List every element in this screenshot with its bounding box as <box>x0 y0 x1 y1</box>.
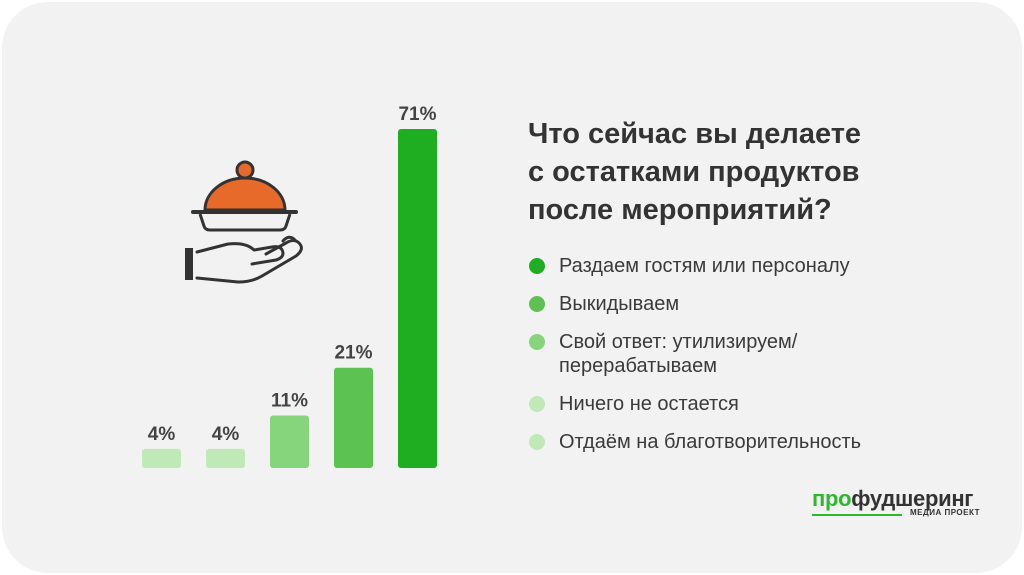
legend-label: Выкидываем <box>559 293 680 315</box>
bar-value-label: 4% <box>212 424 240 445</box>
legend-swatch <box>529 258 545 274</box>
legend-item: Отдаём на благотворительность <box>529 430 861 454</box>
chart-legend: Раздаем гостям или персоналу Выкидываем … <box>529 254 861 468</box>
bar-value-label: 11% <box>271 390 308 411</box>
logo-rule <box>812 514 902 516</box>
legend-swatch <box>529 334 545 350</box>
legend-item: Раздаем гостям или персоналу <box>529 254 861 278</box>
legend-label: Свой ответ: утилизируем/ <box>559 331 798 353</box>
bar <box>398 129 437 468</box>
profoodsharing-logo: профудшеринг МЕДИА ПРОЕКТ <box>812 488 982 522</box>
bar <box>334 367 373 468</box>
title-line: с остатками продуктов <box>528 156 860 188</box>
chart-title: Что сейчас вы делаете с остатками продук… <box>528 115 861 229</box>
legend-swatch <box>529 396 545 412</box>
legend-swatch <box>529 296 545 312</box>
logo-pro: про <box>812 486 852 511</box>
legend-label: Раздаем гостям или персоналу <box>559 255 850 277</box>
title-line: после мероприятий? <box>528 194 832 226</box>
legend-item: Свой ответ: утилизируем/ перерабатываем <box>529 330 861 378</box>
bar <box>270 415 309 468</box>
legend-item: Ничего не остается <box>529 392 861 416</box>
legend-item: Выкидываем <box>529 292 861 316</box>
food-cloche-on-hand-icon <box>185 160 303 284</box>
logo-wordmark: профудшеринг <box>812 488 982 510</box>
logo-subtitle: МЕДИА ПРОЕКТ <box>910 508 980 517</box>
bar <box>142 448 181 468</box>
bar-value-label: 4% <box>148 424 176 445</box>
logo-foodsharing: фудшеринг <box>851 486 974 511</box>
legend-label: Ничего не остается <box>559 393 739 415</box>
legend-label: перерабатываем <box>559 355 718 377</box>
bar-value-label: 71% <box>398 104 436 125</box>
title-line: Что сейчас вы делаете <box>528 118 862 150</box>
bar <box>206 448 245 468</box>
legend-label: Отдаём на благотворительность <box>559 431 862 453</box>
bar-value-label: 21% <box>334 343 372 364</box>
legend-swatch <box>529 434 545 450</box>
